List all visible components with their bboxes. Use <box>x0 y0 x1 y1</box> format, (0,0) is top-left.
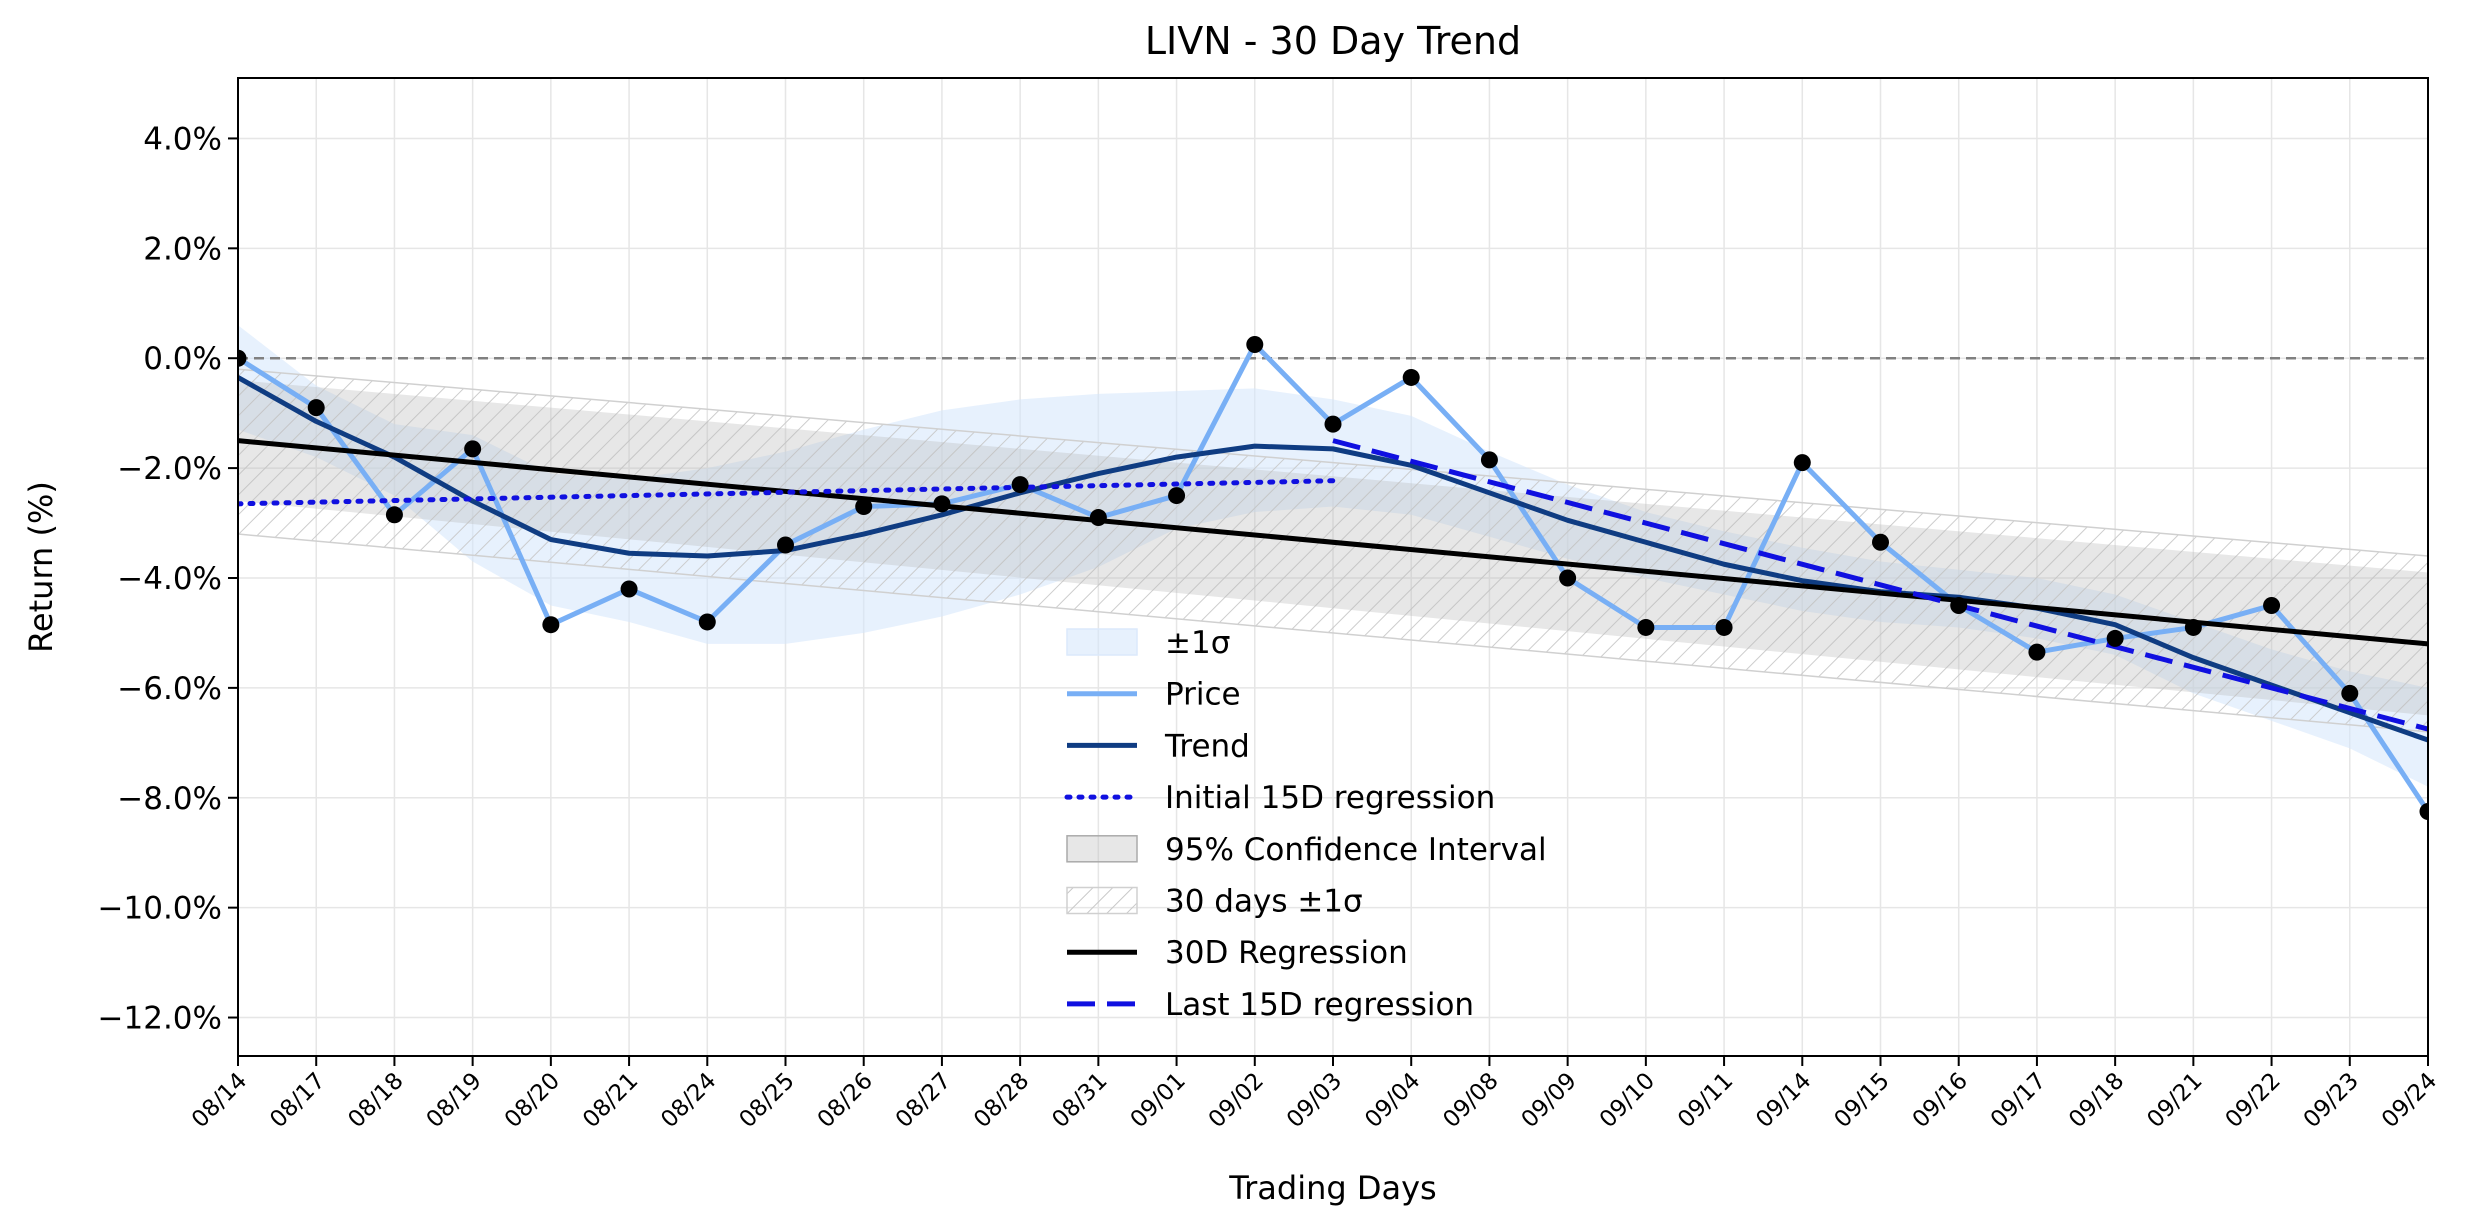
x-tick-label: 09/24 <box>2377 1068 2442 1133</box>
x-tick-label: 09/03 <box>1282 1068 1347 1133</box>
price-point <box>307 399 325 417</box>
price-point <box>2028 643 2046 661</box>
x-tick-label: 09/04 <box>1360 1068 1425 1133</box>
regression-initial-15d-line <box>238 478 1336 507</box>
price-point <box>1246 335 1264 353</box>
legend-label: Last 15D regression <box>1165 987 1474 1023</box>
price-point <box>1793 454 1811 472</box>
x-tick-label: 09/21 <box>2142 1068 2207 1133</box>
x-tick-label: 08/19 <box>422 1068 487 1133</box>
legend-swatch <box>1066 628 1138 656</box>
price-point <box>464 440 482 458</box>
y-tick-label: 0.0% <box>143 341 222 377</box>
trend-line <box>238 375 2428 743</box>
price-point <box>1715 618 1733 636</box>
x-tick-label: 09/11 <box>1673 1068 1738 1133</box>
x-tick-label: 09/15 <box>1829 1068 1894 1133</box>
x-tick-label: 09/22 <box>2221 1068 2286 1133</box>
thirty-day-sigma-band <box>238 368 2428 733</box>
x-tick-label: 08/26 <box>813 1068 878 1133</box>
price-point <box>933 495 951 513</box>
legend-label: Trend <box>1164 728 1250 764</box>
x-tick-label: 09/02 <box>1204 1068 1269 1133</box>
x-axis-label: Trading Days <box>1228 1169 1436 1207</box>
legend-swatch <box>1066 835 1138 863</box>
price-point <box>1872 533 1889 551</box>
x-tick-label: 08/27 <box>891 1068 956 1133</box>
price-point <box>1089 509 1107 527</box>
price-point <box>2184 618 2202 636</box>
x-tick-label: 09/17 <box>1986 1068 2051 1133</box>
price-point <box>2263 596 2281 614</box>
x-tick-label: 08/14 <box>187 1068 252 1133</box>
price-point <box>385 506 403 524</box>
price-point <box>2106 629 2124 647</box>
x-tick-label: 09/14 <box>1751 1068 1816 1133</box>
y-axis-label: Return (%) <box>22 481 60 653</box>
price-point <box>2341 684 2359 702</box>
x-tick-label: 08/17 <box>265 1068 330 1133</box>
price-point <box>777 536 794 554</box>
price-point <box>620 580 638 598</box>
x-tick-label: 08/20 <box>500 1068 565 1133</box>
chart-title: LIVN - 30 Day Trend <box>1145 19 1521 63</box>
x-tick-label: 09/09 <box>1517 1068 1582 1133</box>
legend-label: 30D Regression <box>1165 935 1408 971</box>
legend-label: Price <box>1165 677 1241 713</box>
x-tick-label: 08/24 <box>656 1068 721 1133</box>
y-tick-label: −10.0% <box>98 891 222 927</box>
price-point <box>1011 476 1029 494</box>
y-tick-label: −12.0% <box>98 1001 222 1037</box>
y-tick-label: 4.0% <box>143 121 222 157</box>
legend-swatch <box>1066 886 1138 915</box>
y-tick-label: −2.0% <box>117 451 222 487</box>
price-point <box>1480 451 1498 469</box>
x-tick-label: 09/01 <box>1126 1068 1191 1133</box>
y-tick-label: −6.0% <box>117 671 222 707</box>
legend-label: Initial 15D regression <box>1165 780 1495 816</box>
legend-label: 30 days ±1σ <box>1165 884 1363 920</box>
x-tick-label: 09/23 <box>2299 1068 2364 1133</box>
confidence-interval-band <box>238 380 2428 716</box>
price-point <box>2419 803 2428 820</box>
x-tick-label: 09/16 <box>1908 1068 1973 1133</box>
regression-30d-line <box>238 438 2428 647</box>
price-point <box>1324 415 1342 433</box>
price-point <box>1402 368 1420 386</box>
x-tick-label: 08/18 <box>343 1068 408 1133</box>
x-tick-label: 08/25 <box>734 1068 799 1133</box>
price-point <box>238 349 247 367</box>
x-tick-label: 08/21 <box>578 1068 643 1133</box>
price-point <box>542 616 560 634</box>
price-point <box>855 498 873 516</box>
legend-label: ±1σ <box>1165 625 1230 661</box>
price-point <box>1559 569 1577 587</box>
y-tick-label: −4.0% <box>117 561 222 597</box>
price-point <box>1168 487 1186 505</box>
x-tick-label: 08/28 <box>969 1068 1034 1133</box>
plot-area <box>238 325 2428 820</box>
x-tick-label: 09/10 <box>1595 1068 1660 1133</box>
legend: ±1σ Price Trend Initial 15D regression 95% C… <box>1064 625 1547 1023</box>
x-tick-label: 09/08 <box>1438 1068 1503 1133</box>
price-point <box>698 613 716 631</box>
regression-last-15d-line <box>1332 438 2428 732</box>
y-tick-label: 2.0% <box>143 231 222 267</box>
x-tick-label: 08/31 <box>1047 1068 1112 1133</box>
y-tick-label: −8.0% <box>117 781 222 817</box>
price-point <box>1950 596 1968 614</box>
legend-label: 95% Confidence Interval <box>1165 832 1547 868</box>
x-tick-label: 09/18 <box>2064 1068 2129 1133</box>
price-point <box>1637 618 1655 636</box>
